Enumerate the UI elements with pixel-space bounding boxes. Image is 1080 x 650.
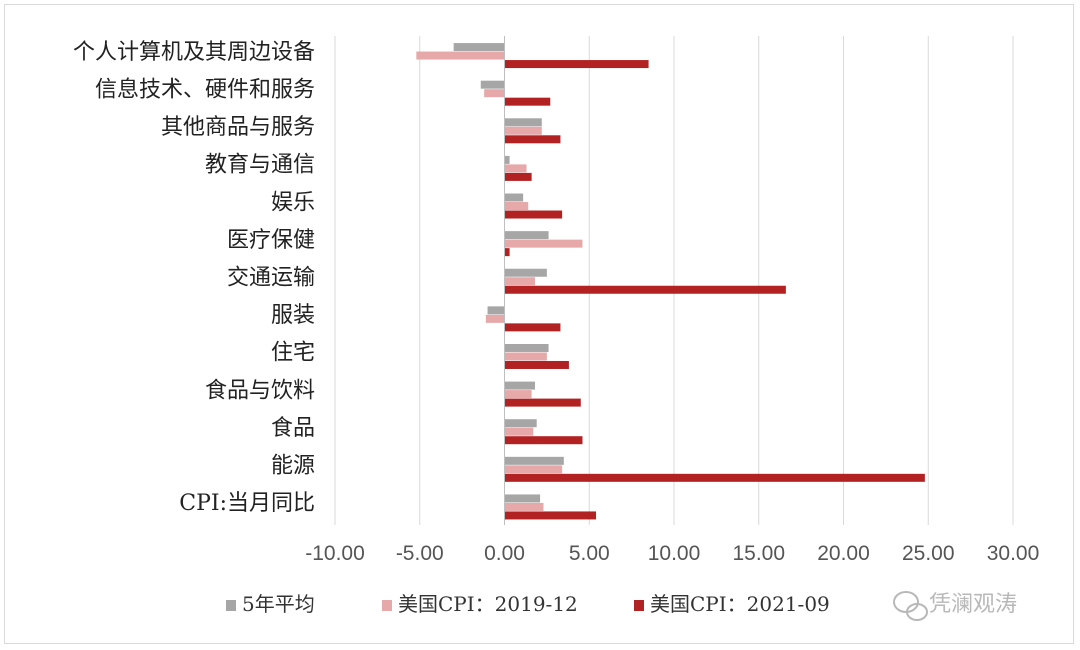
bar-series-1: [504, 268, 547, 277]
category-label: 其他商品与服务: [161, 115, 315, 140]
bar-series-1: [504, 456, 564, 465]
bar-series-3: [504, 398, 581, 407]
category-label: 交通运输: [227, 266, 315, 291]
bar-series-3: [504, 511, 597, 520]
bar-series-1: [504, 381, 536, 390]
category-label: 能源: [271, 454, 315, 479]
bar-series-1: [487, 306, 505, 315]
x-tick-label: -5.00: [396, 542, 444, 565]
bar-series-2: [504, 239, 583, 248]
bar-series-2: [504, 126, 542, 135]
bar-series-2: [484, 89, 505, 98]
category-label: 住宅: [271, 341, 315, 366]
bar-series-2: [504, 465, 563, 474]
bar-series-2: [416, 51, 505, 60]
gridlines: [334, 36, 1014, 525]
bar-series-3: [504, 135, 561, 144]
bar-series-3: [504, 473, 925, 482]
tick-labels: -10.00 -5.00 0.00 5.00 10.00 15.00 20.00 25.00 3…: [305, 542, 1039, 565]
bar-series-3: [504, 360, 569, 369]
bar-series-2: [504, 427, 534, 436]
legend-swatch: [634, 600, 644, 611]
bar-series-3: [504, 323, 561, 332]
bar-series-2: [504, 164, 527, 173]
bar-series-1: [504, 231, 549, 240]
bar-series-3: [504, 97, 551, 106]
category-label: 食品与饮料: [205, 378, 315, 403]
category-label: 食品: [271, 416, 315, 441]
wechat-icon: [893, 591, 928, 621]
bar-series-2: [504, 277, 536, 286]
x-tick-label: 10.00: [648, 542, 701, 565]
bar-series-1: [504, 494, 541, 503]
category-label: 服装: [271, 303, 315, 328]
category-labels: 个人计算机及其周边设备信息技术、硬件和服务其他商品与服务教育与通信娱乐医疗保健交…: [73, 40, 315, 516]
bars: [416, 43, 925, 520]
bar-series-1: [504, 155, 510, 164]
bar-series-1: [504, 343, 549, 352]
category-label: 个人计算机及其周边设备: [73, 40, 315, 65]
bar-series-3: [504, 172, 532, 181]
bar-series-1: [504, 193, 524, 202]
legend-swatch: [226, 600, 236, 611]
legend-label: 美国CPI：2021-09: [650, 592, 830, 616]
bar-series-3: [504, 248, 510, 257]
x-tick-label: 20.00: [817, 542, 870, 565]
x-tick-label: 15.00: [732, 542, 785, 565]
category-label: 娱乐: [271, 190, 315, 215]
category-label: CPI:当月同比: [179, 491, 315, 516]
bar-series-2: [485, 314, 505, 323]
bar-series-1: [504, 419, 537, 428]
bar-series-2: [504, 502, 544, 511]
legend-swatch: [382, 600, 392, 611]
category-label: 信息技术、硬件和服务: [95, 77, 315, 102]
bar-series-2: [504, 352, 547, 361]
legend-label: 5年平均: [242, 592, 315, 616]
bar-series-2: [504, 390, 532, 399]
legend: 5年平均 美国CPI：2019-12 美国CPI：2021-09: [226, 592, 830, 616]
x-tick-label: 30.00: [987, 542, 1040, 565]
category-label: 医疗保健: [227, 228, 315, 253]
legend-label: 美国CPI：2019-12: [398, 592, 578, 616]
bar-series-1: [480, 80, 505, 89]
bar-series-3: [504, 436, 583, 445]
x-tick-label: 0.00: [484, 542, 525, 565]
category-label: 教育与通信: [205, 153, 315, 178]
bar-series-3: [504, 285, 786, 294]
watermark: 凭澜观涛: [893, 591, 1017, 621]
bar-series-3: [504, 210, 563, 219]
bar-series-3: [504, 60, 649, 69]
x-tick-label: 5.00: [569, 542, 610, 565]
bar-series-1: [453, 43, 505, 52]
x-tick-label: -10.00: [305, 542, 365, 565]
watermark-text: 凭澜观涛: [929, 592, 1017, 617]
bar-series-2: [504, 202, 529, 211]
x-tick-label: 25.00: [902, 542, 955, 565]
bar-series-1: [504, 118, 542, 127]
